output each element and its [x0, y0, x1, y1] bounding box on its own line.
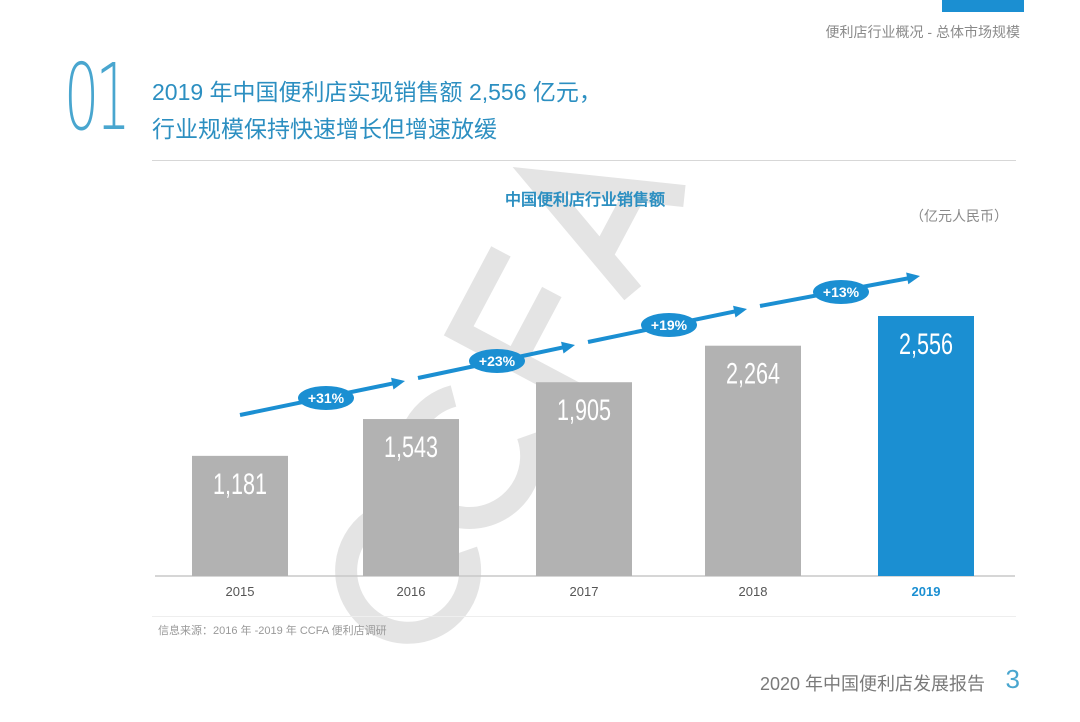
top-accent-bar: [942, 0, 1024, 12]
tick-label: 2017: [570, 584, 599, 599]
tick-label: 2018: [739, 584, 768, 599]
divider: [152, 160, 1016, 161]
growth-label: +19%: [651, 317, 688, 333]
watermark-letter-a: [512, 166, 686, 301]
page-number: 3: [1005, 664, 1020, 694]
tick-label: 2016: [397, 584, 426, 599]
tick-label: 2015: [226, 584, 255, 599]
chart-title: 中国便利店行业销售额: [504, 192, 665, 209]
data-label: 1,181: [213, 466, 267, 500]
growth-label: +23%: [479, 353, 516, 369]
arrow-head-icon: [561, 341, 575, 354]
growth-badge: [813, 280, 869, 304]
growth-badge: [298, 386, 354, 410]
watermark-letter-f: [443, 246, 584, 405]
watermark-letter-c: [335, 500, 482, 644]
source-note: 信息来源：2016 年 -2019 年 CCFA 便利店调研: [158, 625, 387, 637]
growth-badge: [469, 349, 525, 373]
bar-2015: [192, 455, 288, 576]
growth-label: +31%: [308, 390, 345, 406]
headline-line-2: 行业规模保持快速增长但增速放缓: [152, 116, 497, 142]
report-title: 2020 年中国便利店发展报告: [759, 674, 985, 694]
bar-2018: [705, 345, 801, 576]
bar-2017: [536, 382, 632, 576]
section-number: 01: [64, 44, 131, 151]
arrow-head-icon: [391, 377, 405, 390]
data-label: 1,543: [384, 429, 438, 463]
divider: [152, 616, 1016, 617]
arrow-head-icon: [906, 272, 920, 285]
data-label: 1,905: [557, 393, 611, 427]
bar-2016: [363, 419, 459, 576]
growth-label: +13%: [823, 284, 860, 300]
data-label: 2,264: [726, 356, 780, 390]
bar-2019: [878, 316, 974, 576]
section-title: 便利店行业概况 - 总体市场规模: [825, 24, 1020, 40]
chart-unit: （亿元人民币）: [910, 208, 1008, 224]
headline-line-1: 2019 年中国便利店实现销售额 2,556 亿元，: [152, 79, 602, 105]
arrow-head-icon: [733, 305, 747, 318]
growth-badge: [641, 313, 697, 337]
tick-label: 2019: [912, 584, 941, 599]
data-label: 2,556: [899, 326, 953, 360]
